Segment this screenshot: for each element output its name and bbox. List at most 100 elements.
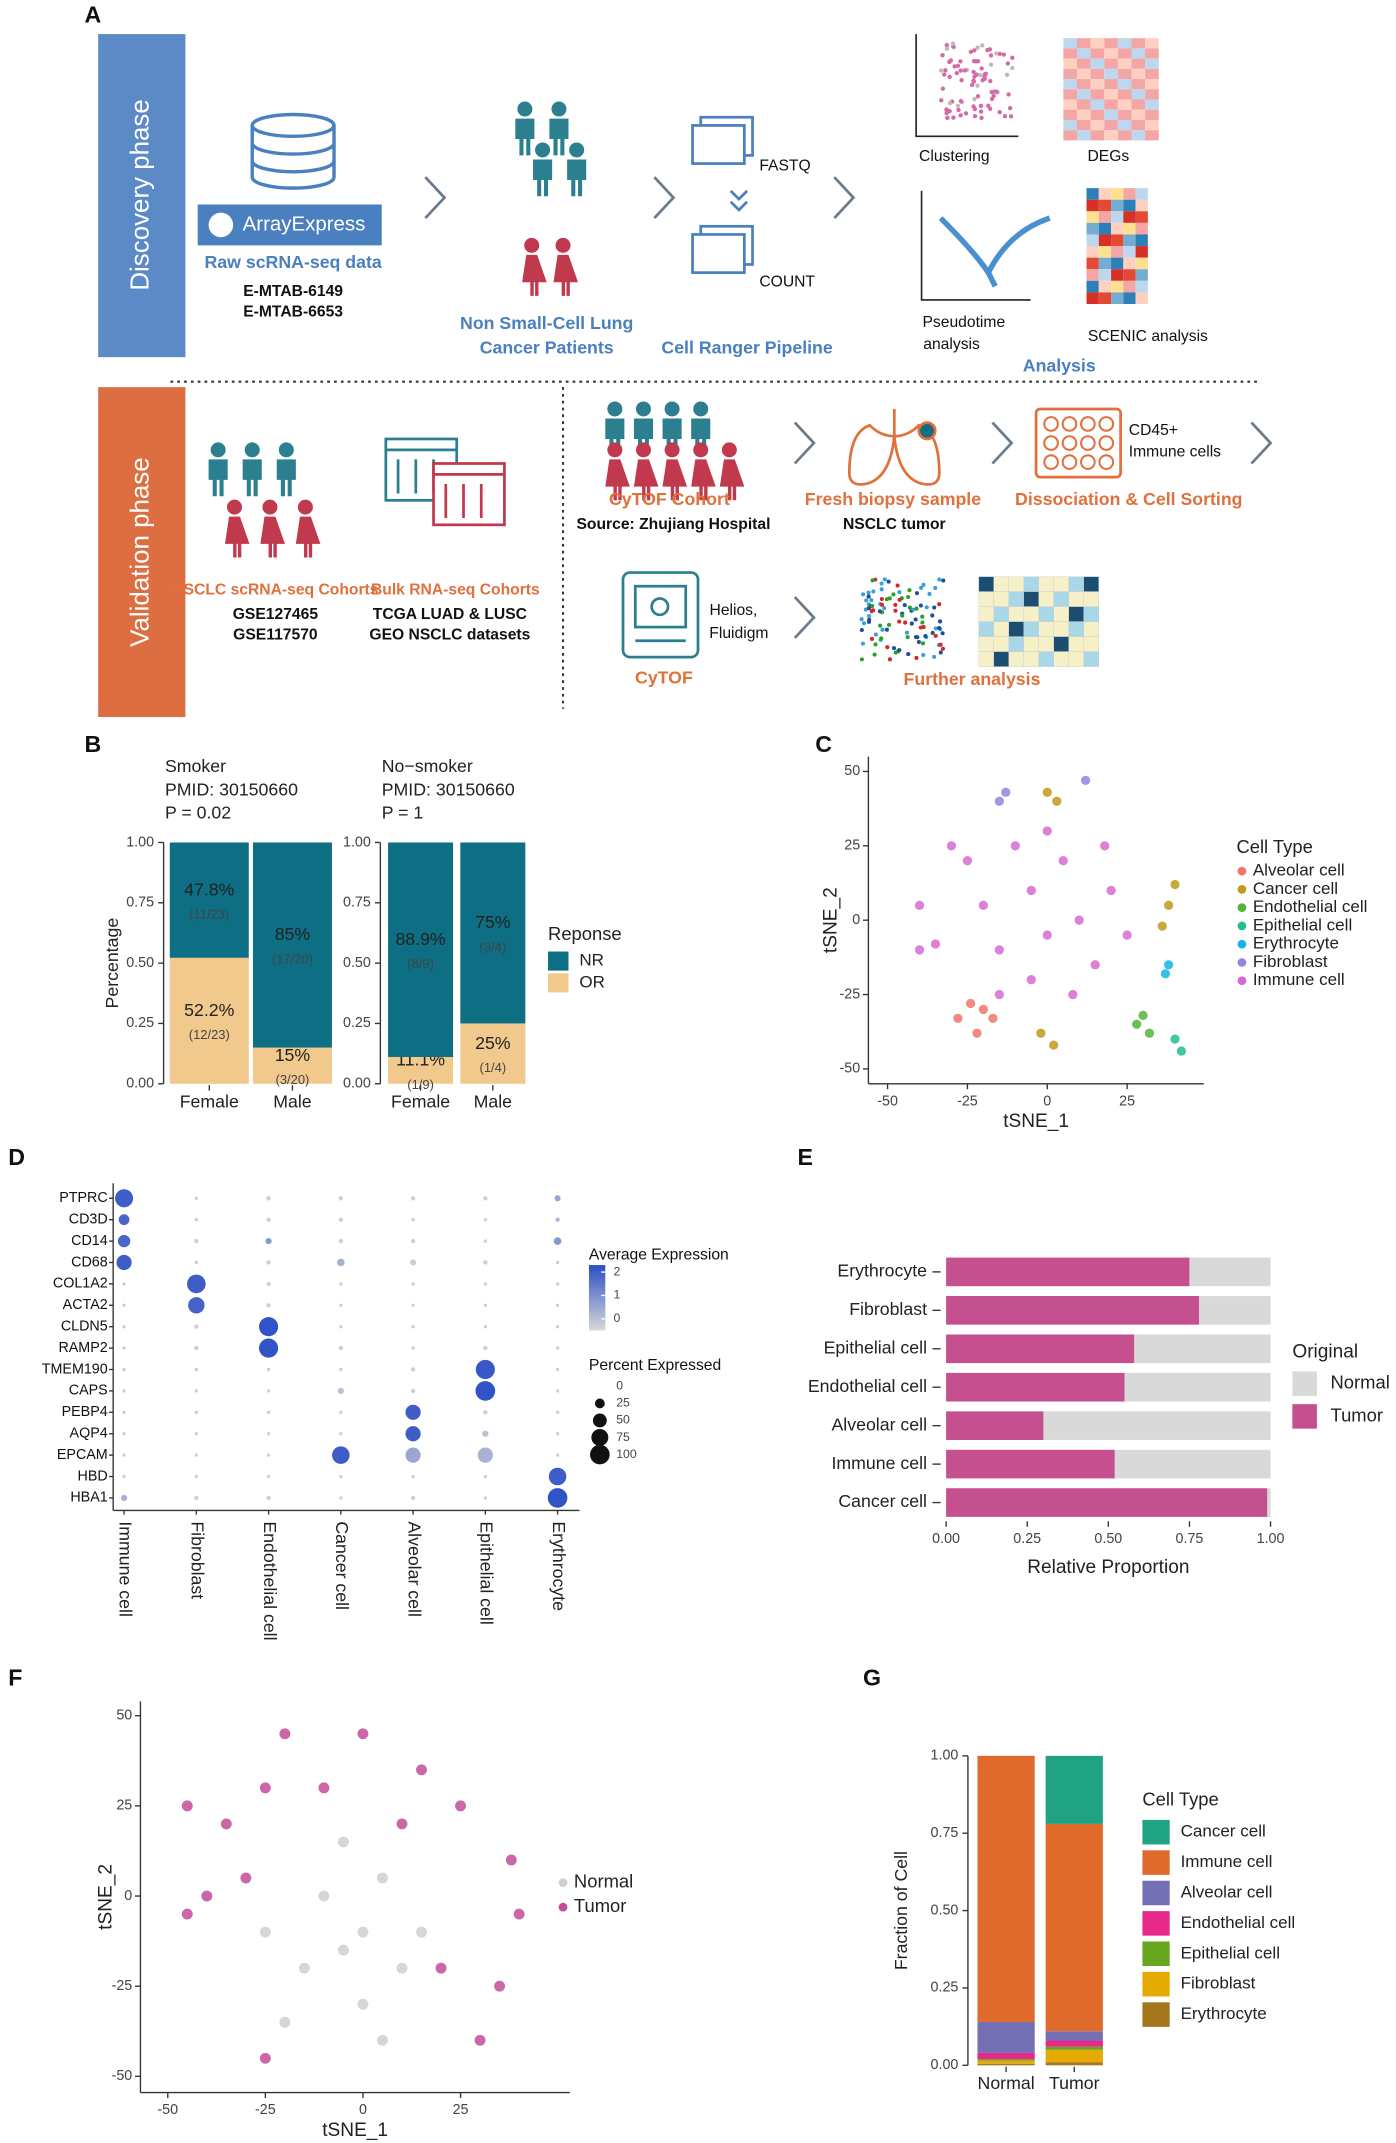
decor-cell — [1131, 48, 1146, 59]
y-tick-label: 0.25 — [343, 1015, 371, 1031]
decor-cell — [1135, 234, 1148, 247]
x-tick-label: Endothelial cell — [260, 1521, 280, 1640]
point — [994, 945, 1004, 955]
decor-dot — [920, 641, 926, 646]
y-tick-label: 0.50 — [931, 1902, 959, 1918]
decor-dot — [938, 642, 943, 647]
dot — [483, 1217, 488, 1222]
legend-title: Average Expression — [589, 1247, 729, 1264]
point — [513, 1908, 525, 1920]
legend-swatch — [1292, 1404, 1317, 1429]
point — [505, 1854, 517, 1866]
decor-cell — [1053, 651, 1070, 667]
decor-cell — [1063, 99, 1077, 110]
person-head — [635, 401, 651, 417]
x-tick-label: -25 — [957, 1093, 978, 1109]
diagram-label: FASTQ — [759, 157, 810, 174]
decor-cell — [1145, 38, 1159, 49]
decor-cell — [1038, 576, 1055, 592]
decor-cell — [978, 591, 995, 607]
decor-dot — [950, 41, 956, 46]
dot — [337, 1258, 345, 1267]
decor-dot — [978, 109, 984, 114]
decor-cell — [1098, 211, 1112, 223]
person-body — [633, 459, 659, 501]
decor-dot — [947, 100, 953, 106]
decor-cell — [1068, 606, 1084, 622]
dot — [405, 1447, 421, 1463]
point — [396, 1962, 408, 1974]
decor-cell — [978, 576, 995, 592]
bar-segment — [946, 1334, 1135, 1364]
decor-dot — [873, 642, 878, 647]
bar-segment — [977, 1755, 1035, 2022]
point — [946, 841, 957, 851]
person-body — [567, 159, 587, 197]
bar-segment — [1045, 1755, 1103, 1824]
decor-dot — [921, 582, 926, 587]
x-tick-label: 0 — [1043, 1093, 1051, 1109]
decor-cell — [1135, 199, 1148, 212]
decor-dot — [972, 96, 977, 102]
decor-dot — [933, 585, 938, 590]
diagram-label: Fluidigm — [709, 625, 768, 642]
y-tick-label: -25 — [112, 1978, 133, 1994]
chart-title: No−smoker — [382, 756, 473, 776]
decor-dot — [932, 605, 937, 610]
dot — [332, 1446, 350, 1464]
dot — [266, 1432, 271, 1436]
decor-dot — [879, 636, 884, 641]
dot — [338, 1238, 344, 1244]
point — [201, 1890, 213, 1902]
decor-dot — [978, 103, 984, 109]
legend-swatch — [548, 951, 569, 971]
person-head — [535, 142, 551, 158]
size-key — [592, 1413, 607, 1428]
person-head — [664, 442, 680, 458]
decor-dot — [859, 617, 864, 622]
value-label: 25% — [475, 1033, 511, 1053]
decor-dot — [956, 107, 961, 113]
point — [396, 1818, 408, 1830]
bar-segment — [977, 2052, 1035, 2060]
y-tick-label: 0.00 — [126, 1076, 154, 1092]
y-tick-label: 0 — [852, 912, 860, 928]
decor-dot — [978, 73, 983, 78]
dot — [122, 1474, 126, 1479]
dot — [194, 1345, 199, 1351]
decor-dot — [882, 606, 887, 611]
decor-cell — [1038, 621, 1055, 637]
dot — [115, 1189, 134, 1208]
decor-cell — [1008, 636, 1025, 652]
well — [1080, 435, 1096, 451]
decor-cell — [1076, 119, 1091, 131]
legend-label: Tumor — [1331, 1404, 1383, 1425]
size-label: 75 — [616, 1430, 630, 1444]
diagram-label: CyTOF — [635, 668, 693, 688]
decor-dot — [882, 577, 887, 582]
decor-dot — [897, 590, 902, 595]
dot — [122, 1367, 126, 1372]
decor-cell — [1098, 199, 1112, 212]
dot — [339, 1474, 343, 1479]
bar-segment — [1114, 1449, 1271, 1479]
decor-dot — [904, 630, 910, 635]
y-tick-label: Fibroblast — [849, 1299, 927, 1319]
gene-label: RAMP2 — [58, 1340, 107, 1356]
decor-dot — [920, 614, 925, 619]
discovery-box — [98, 34, 186, 358]
decor-cell — [1111, 222, 1124, 235]
dot — [411, 1282, 415, 1286]
dot — [194, 1196, 199, 1200]
bar-segment — [946, 1257, 1190, 1287]
decor-dot — [948, 58, 954, 63]
decor-cell — [1068, 576, 1084, 592]
point — [181, 1800, 193, 1812]
decor-dot — [937, 602, 942, 607]
decor-cell — [1098, 292, 1112, 305]
colorbar — [588, 1265, 606, 1331]
decor-dot — [947, 74, 952, 80]
decor-dot — [927, 591, 932, 597]
decor-dot — [959, 78, 964, 83]
